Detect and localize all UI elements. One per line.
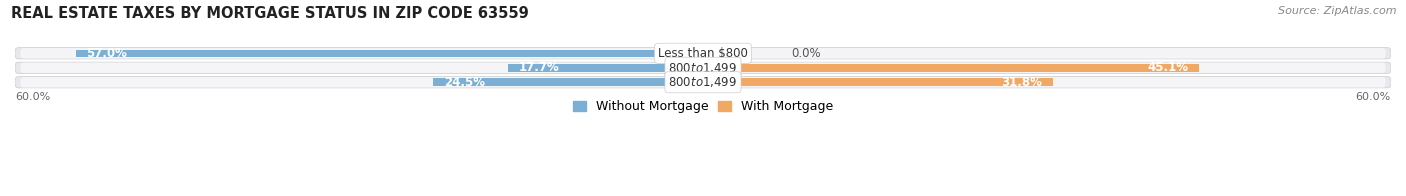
FancyBboxPatch shape bbox=[21, 48, 1385, 58]
Text: 57.0%: 57.0% bbox=[87, 47, 128, 60]
Bar bbox=[703, 64, 1199, 72]
Text: 17.7%: 17.7% bbox=[519, 61, 560, 74]
Text: 0.0%: 0.0% bbox=[792, 47, 821, 60]
FancyBboxPatch shape bbox=[15, 77, 1391, 88]
Legend: Without Mortgage, With Mortgage: Without Mortgage, With Mortgage bbox=[574, 100, 832, 113]
Bar bbox=[76, 50, 703, 57]
Bar bbox=[508, 64, 703, 72]
Text: Source: ZipAtlas.com: Source: ZipAtlas.com bbox=[1278, 6, 1396, 16]
Bar bbox=[703, 78, 1053, 86]
Bar bbox=[433, 78, 703, 86]
Text: 24.5%: 24.5% bbox=[444, 76, 485, 89]
Text: Less than $800: Less than $800 bbox=[658, 47, 748, 60]
FancyBboxPatch shape bbox=[21, 63, 1385, 73]
Text: REAL ESTATE TAXES BY MORTGAGE STATUS IN ZIP CODE 63559: REAL ESTATE TAXES BY MORTGAGE STATUS IN … bbox=[11, 6, 529, 21]
Text: 60.0%: 60.0% bbox=[1355, 92, 1391, 102]
Text: 60.0%: 60.0% bbox=[15, 92, 51, 102]
FancyBboxPatch shape bbox=[21, 77, 1385, 87]
Text: 45.1%: 45.1% bbox=[1147, 61, 1188, 74]
Text: $800 to $1,499: $800 to $1,499 bbox=[668, 61, 738, 75]
Text: $800 to $1,499: $800 to $1,499 bbox=[668, 75, 738, 89]
FancyBboxPatch shape bbox=[15, 62, 1391, 74]
Text: 31.8%: 31.8% bbox=[1001, 76, 1042, 89]
FancyBboxPatch shape bbox=[15, 48, 1391, 59]
